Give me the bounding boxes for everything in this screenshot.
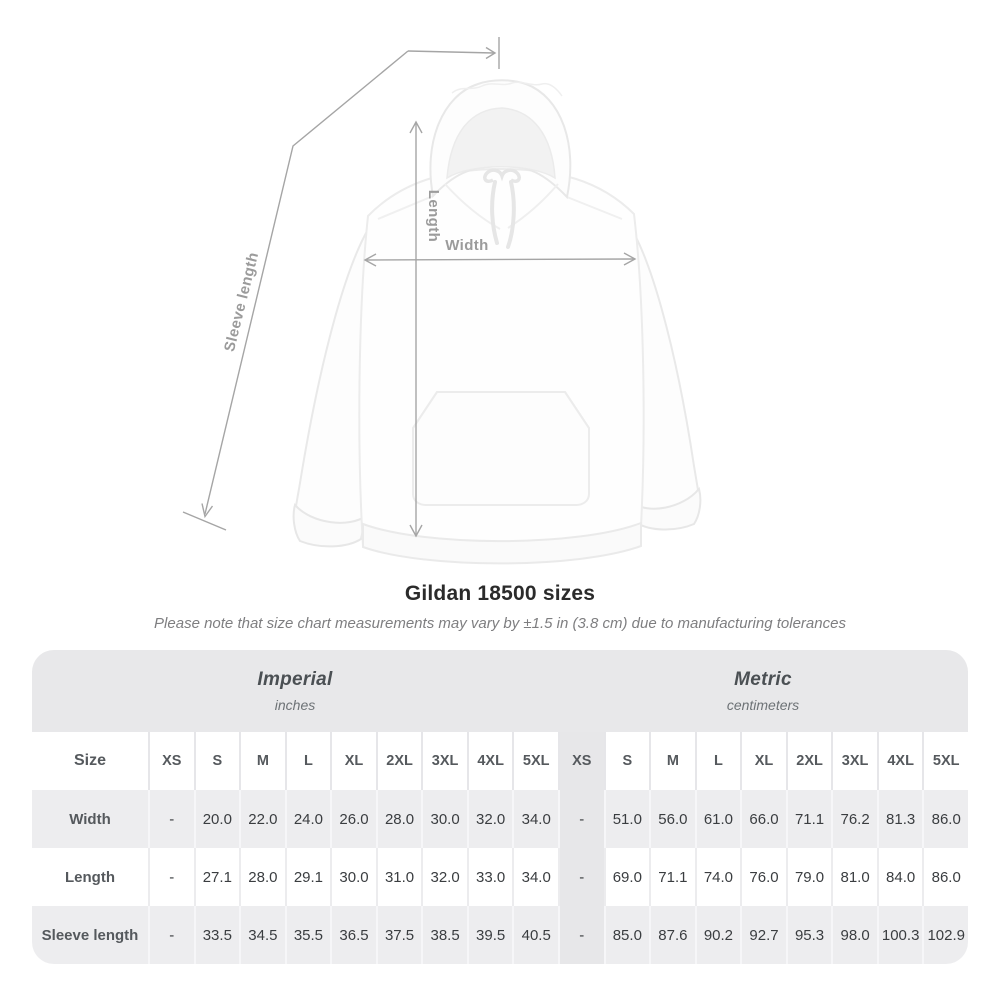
value-cell: 87.6 — [649, 906, 695, 964]
size-cell: 5XL — [512, 732, 558, 790]
value-cell: 71.1 — [649, 848, 695, 906]
value-cell: 30.0 — [421, 790, 467, 848]
value-cell: 33.5 — [193, 906, 240, 964]
value-cell: 102.9 — [922, 906, 968, 964]
value-cell: 30.0 — [330, 848, 376, 906]
size-cell: S — [603, 732, 650, 790]
width-line — [365, 258, 635, 261]
width-label: Width — [445, 237, 489, 254]
size-cell: 2XL — [785, 732, 832, 790]
row-label-sleeve-length: Sleeve length — [32, 906, 148, 964]
size-cell: 4XL — [466, 732, 513, 790]
value-cell: - — [558, 848, 604, 906]
value-cell: 95.3 — [785, 906, 832, 964]
value-cell: 31.0 — [375, 848, 422, 906]
value-cell: 81.0 — [831, 848, 877, 906]
row-label-length: Length — [32, 848, 148, 906]
hoodie-graphic — [292, 79, 702, 565]
metric-sublabel: centimeters — [726, 697, 800, 713]
value-cell: 92.7 — [740, 906, 786, 964]
imperial-sublabel: inches — [274, 697, 316, 713]
size-cell: 3XL — [831, 732, 877, 790]
value-cell: 24.0 — [284, 790, 331, 848]
value-cell: 79.0 — [785, 848, 832, 906]
value-cell: 84.0 — [876, 848, 923, 906]
value-cell: - — [558, 790, 604, 848]
value-cell: 61.0 — [694, 790, 741, 848]
imperial-header: Imperial inches — [32, 650, 558, 732]
value-cell: 35.5 — [284, 906, 331, 964]
value-cell: 32.0 — [466, 790, 513, 848]
size-cell: XS — [148, 732, 194, 790]
value-cell: 71.1 — [785, 790, 832, 848]
size-cell: M — [649, 732, 695, 790]
size-note: Please note that size chart measurements… — [154, 615, 846, 632]
value-cell: 56.0 — [649, 790, 695, 848]
value-cell: 27.1 — [193, 848, 240, 906]
value-cell: - — [558, 906, 604, 964]
metric-header: Metric centimeters — [558, 650, 968, 732]
value-cell: 29.1 — [284, 848, 331, 906]
value-cell: 28.0 — [375, 790, 422, 848]
size-cell: L — [284, 732, 331, 790]
size-cell: 5XL — [922, 732, 968, 790]
value-cell: 36.5 — [330, 906, 376, 964]
value-cell: 34.0 — [512, 848, 558, 906]
value-cell: 69.0 — [603, 848, 650, 906]
value-cell: 81.3 — [876, 790, 923, 848]
value-cell: 86.0 — [922, 790, 968, 848]
size-cell: S — [193, 732, 240, 790]
value-cell: 38.5 — [421, 906, 467, 964]
size-cell: M — [239, 732, 285, 790]
value-cell: - — [148, 790, 194, 848]
value-cell: 32.0 — [421, 848, 467, 906]
row-label-width: Width — [32, 790, 148, 848]
value-cell: 74.0 — [694, 848, 741, 906]
size-cell: XL — [330, 732, 376, 790]
title-block: Gildan 18500 sizes Please note that size… — [0, 582, 1000, 632]
imperial-label: Imperial — [257, 669, 333, 690]
measurement-lines — [182, 37, 637, 538]
value-cell: 76.2 — [831, 790, 877, 848]
size-cell: 3XL — [421, 732, 467, 790]
value-cell: 76.0 — [740, 848, 786, 906]
value-cell: - — [148, 906, 194, 964]
size-cell: 4XL — [876, 732, 923, 790]
size-cell: L — [694, 732, 741, 790]
value-cell: 37.5 — [375, 906, 422, 964]
value-cell: 86.0 — [922, 848, 968, 906]
value-cell: 51.0 — [603, 790, 650, 848]
value-cell: 26.0 — [330, 790, 376, 848]
size-col-header: Size — [32, 732, 148, 790]
value-cell: 100.3 — [876, 906, 923, 964]
sleeve-bottom-tick — [182, 511, 227, 531]
page-title: Gildan 18500 sizes — [404, 582, 596, 605]
value-cell: 98.0 — [831, 906, 877, 964]
value-cell: 90.2 — [694, 906, 741, 964]
size-table: Imperial inches Metric centimeters Size … — [32, 650, 968, 964]
value-cell: 28.0 — [239, 848, 285, 906]
value-cell: 33.0 — [466, 848, 513, 906]
value-cell: 34.0 — [512, 790, 558, 848]
value-cell: 40.5 — [512, 906, 558, 964]
value-cell: 22.0 — [239, 790, 285, 848]
hoodie-illustration: Width Length Sleeve length — [182, 37, 702, 565]
size-cell: XS — [558, 732, 604, 790]
metric-label: Metric — [734, 669, 792, 690]
size-cell: XL — [740, 732, 786, 790]
value-cell: - — [148, 848, 194, 906]
length-label: Length — [425, 190, 442, 242]
value-cell: 66.0 — [740, 790, 786, 848]
value-cell: 34.5 — [239, 906, 285, 964]
value-cell: 39.5 — [466, 906, 513, 964]
value-cell: 85.0 — [603, 906, 650, 964]
value-cell: 20.0 — [193, 790, 240, 848]
size-cell: 2XL — [375, 732, 422, 790]
